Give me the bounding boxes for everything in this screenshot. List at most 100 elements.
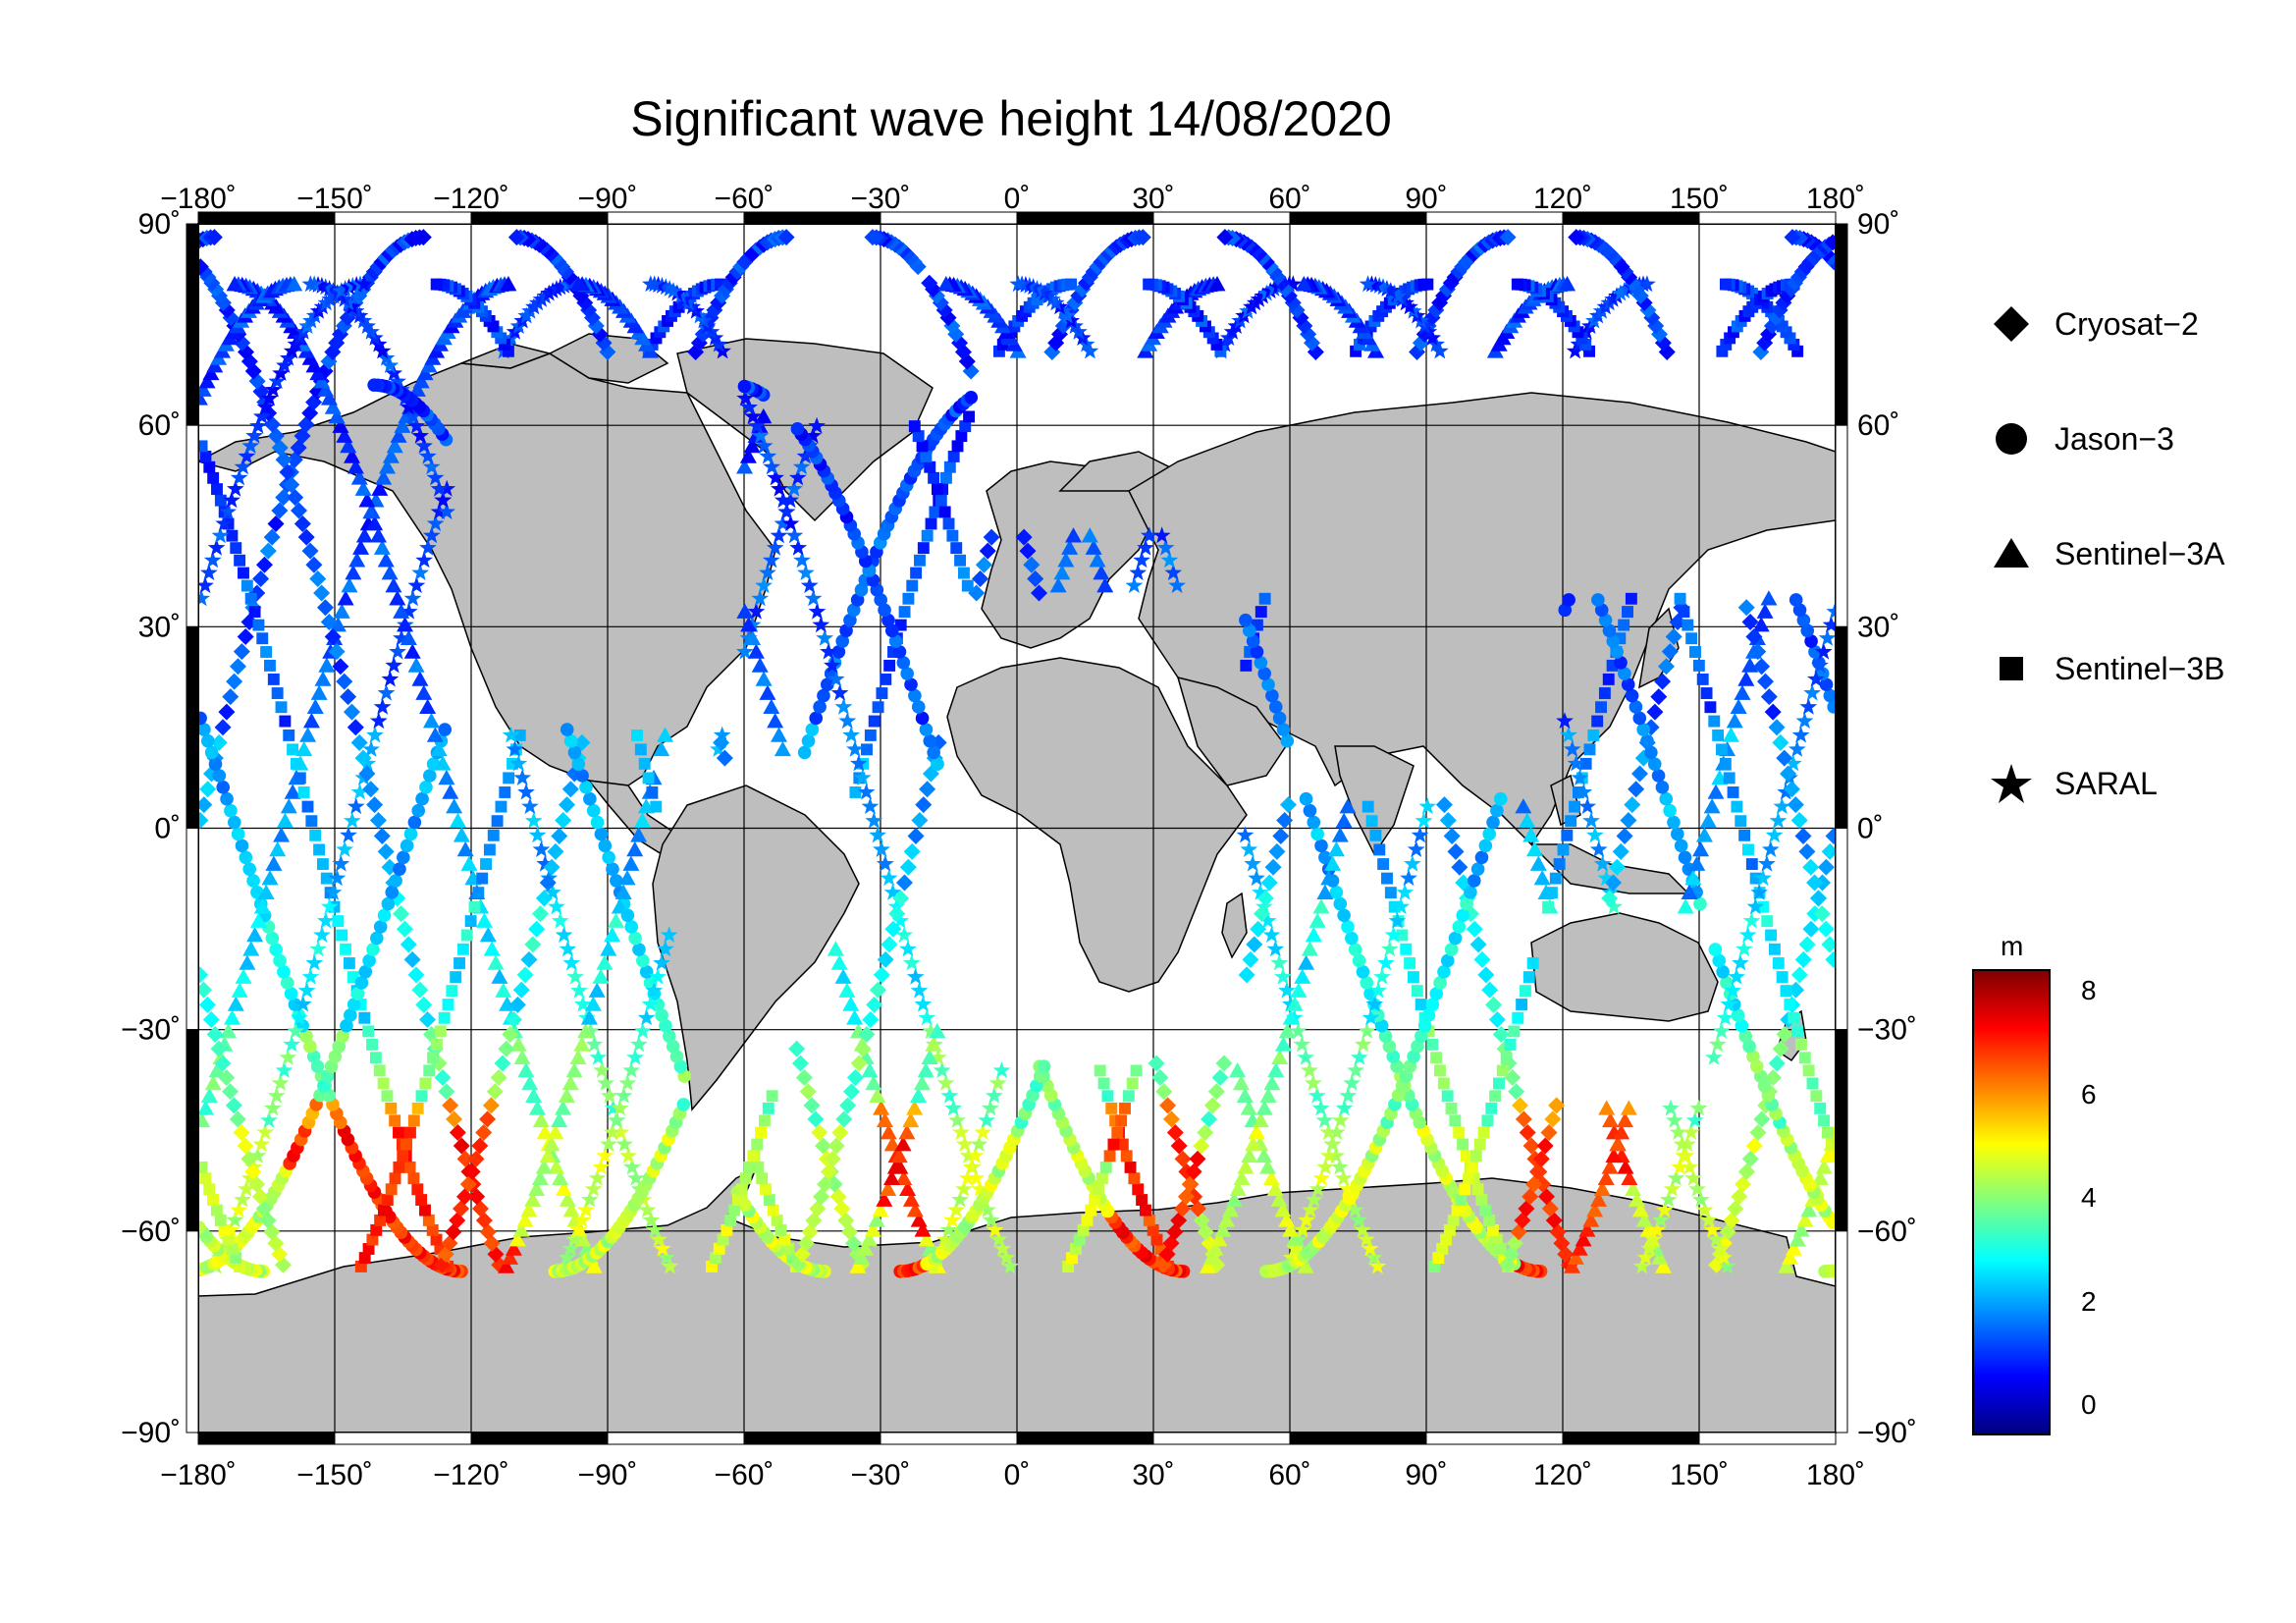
- track-point: [1764, 703, 1782, 721]
- track-point: [1814, 1102, 1827, 1114]
- track-point: [1473, 1138, 1486, 1151]
- track-point: [472, 887, 485, 899]
- track-point: [242, 862, 256, 876]
- track-point: [506, 1011, 523, 1029]
- track-point: [1655, 781, 1670, 794]
- track-point: [827, 670, 845, 687]
- track-point: [1218, 1212, 1236, 1227]
- track-point: [1512, 1097, 1529, 1114]
- track-point: [226, 1211, 244, 1228]
- track-point: [442, 1097, 459, 1114]
- track-point: [911, 812, 929, 830]
- track-point: [948, 1111, 966, 1128]
- track-point: [1324, 1135, 1342, 1153]
- track-point: [269, 943, 283, 956]
- track-point: [252, 407, 271, 424]
- track-point: [237, 627, 254, 645]
- track-point: [1708, 1035, 1727, 1053]
- track-point: [1516, 999, 1528, 1010]
- track-point: [267, 673, 280, 685]
- track-point: [755, 407, 773, 424]
- track-point: [1824, 234, 1836, 251]
- track-point: [210, 1204, 223, 1217]
- track-point: [1817, 858, 1835, 876]
- track-point: [1381, 872, 1393, 885]
- track-point: [1636, 1248, 1655, 1266]
- track-point: [937, 276, 955, 292]
- track-point: [763, 458, 781, 475]
- track-point: [1346, 1201, 1364, 1218]
- track-point: [381, 670, 400, 687]
- track-point: [1628, 781, 1645, 798]
- track-point: [453, 827, 470, 842]
- track-point: [1792, 1221, 1810, 1237]
- track-point: [1722, 727, 1739, 742]
- track-point: [740, 617, 758, 632]
- track-point: [614, 1086, 633, 1104]
- track-point: [352, 539, 370, 555]
- track-point: [1661, 643, 1679, 661]
- track-point: [1586, 1202, 1604, 1217]
- track-point: [1553, 858, 1566, 870]
- track-point: [535, 890, 553, 907]
- track-point: [839, 623, 853, 638]
- track-point: [1425, 998, 1440, 1011]
- track-point: [951, 1190, 969, 1208]
- track-point: [279, 1048, 297, 1065]
- track-point: [634, 743, 647, 756]
- track-point: [1378, 1029, 1393, 1044]
- track-point: [1780, 765, 1797, 783]
- track-point: [375, 469, 393, 485]
- track-point: [415, 1194, 428, 1207]
- track-point: [316, 858, 329, 870]
- track-point: [1271, 1049, 1289, 1065]
- track-point: [1675, 1147, 1692, 1163]
- track-point: [1253, 905, 1270, 923]
- track-point: [1492, 1025, 1510, 1043]
- track-point: [886, 1159, 904, 1174]
- track-point: [498, 1258, 515, 1273]
- track-point: [842, 996, 860, 1011]
- track-point: [1667, 815, 1681, 830]
- track-point: [1738, 1029, 1753, 1044]
- track-point: [385, 1102, 398, 1114]
- track-point: [583, 791, 597, 806]
- track-point: [237, 1137, 254, 1155]
- track-point: [1485, 1102, 1498, 1114]
- track-point: [767, 1204, 779, 1217]
- track-point: [1233, 1169, 1251, 1185]
- track-point: [891, 911, 910, 929]
- track-point: [517, 783, 535, 800]
- track-point: [275, 1061, 294, 1078]
- track-point: [265, 931, 280, 946]
- track-point: [920, 450, 933, 462]
- track-point: [562, 1202, 580, 1217]
- track-point: [1069, 1243, 1082, 1255]
- track-point: [223, 1009, 240, 1025]
- track-point: [592, 968, 610, 984]
- track-point: [1384, 887, 1397, 899]
- track-point: [313, 926, 331, 943]
- track-point: [921, 529, 934, 542]
- track-point: [1137, 538, 1154, 556]
- track-point: [1237, 1159, 1255, 1174]
- track-point: [198, 440, 208, 453]
- track-point: [1298, 954, 1315, 970]
- track-point: [1264, 858, 1282, 876]
- track-point: [1567, 754, 1585, 772]
- x-tick-label-top: 90˚: [1405, 183, 1447, 215]
- track-point: [594, 827, 609, 841]
- track-point: [1159, 1097, 1177, 1114]
- track-point: [1040, 287, 1057, 304]
- track-point: [1749, 643, 1767, 661]
- track-point: [379, 459, 397, 474]
- y-tick-label-right: −90˚: [1857, 1417, 1917, 1449]
- track-point: [862, 1011, 880, 1029]
- track-point: [1819, 677, 1834, 692]
- track-point: [1128, 1172, 1141, 1185]
- track-point: [540, 284, 559, 301]
- x-tick-label-top: −180˚: [160, 183, 237, 215]
- track-point: [934, 494, 947, 507]
- track-point: [659, 1018, 672, 1033]
- track-point: [251, 1188, 269, 1206]
